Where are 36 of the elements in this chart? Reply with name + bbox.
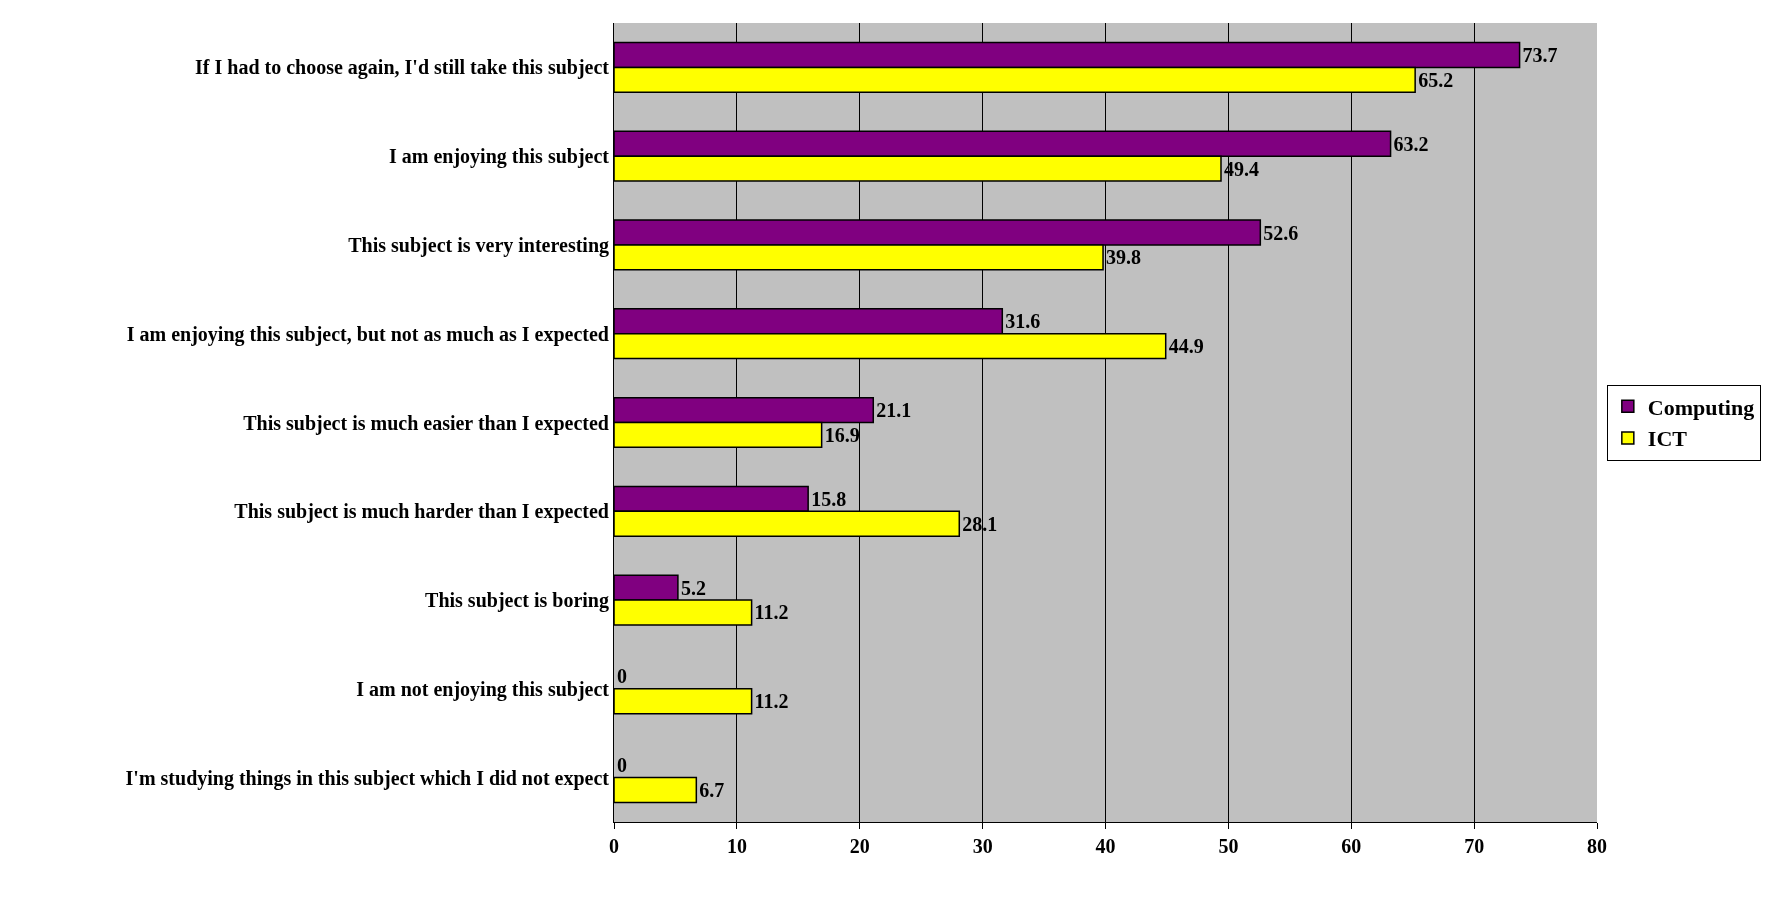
data-label: 65.2 xyxy=(1418,68,1454,91)
data-label: 5.2 xyxy=(680,576,706,599)
x-tick-label: 30 xyxy=(972,835,993,857)
data-label: 11.2 xyxy=(754,690,789,713)
x-tick-label: 50 xyxy=(1218,835,1239,857)
y-tick-label: I am enjoying this subject, but not as much as I expected xyxy=(126,322,609,346)
data-label: 21.1 xyxy=(876,399,912,422)
data-label: 73.7 xyxy=(1522,43,1558,66)
data-label: 15.8 xyxy=(811,487,847,510)
y-tick-label: This subject is boring xyxy=(425,589,609,613)
y-tick-label: I am enjoying this subject xyxy=(388,145,610,169)
data-label: 52.6 xyxy=(1263,221,1299,244)
y-tick-label: This subject is much harder than I expected xyxy=(234,500,609,524)
x-tick-label: 60 xyxy=(1341,835,1362,857)
x-tick-label: 40 xyxy=(1095,835,1116,857)
data-label: 63.2 xyxy=(1393,132,1429,155)
x-tick-label: 0 xyxy=(609,835,619,857)
y-tick-label: I am not enjoying this subject xyxy=(356,677,610,701)
x-tick-label: 10 xyxy=(726,835,747,857)
legend-label: Computing xyxy=(1647,394,1755,420)
y-tick-label: I'm studying things in this subject which I did not expect xyxy=(125,766,610,790)
data-label: 39.8 xyxy=(1106,246,1142,269)
data-label: 11.2 xyxy=(754,601,789,624)
data-label: 0 xyxy=(617,665,627,688)
x-tick-label: 70 xyxy=(1464,835,1485,857)
data-label: 16.9 xyxy=(824,423,860,446)
x-tick-label: 80 xyxy=(1587,835,1607,857)
data-label: 44.9 xyxy=(1168,335,1204,358)
legend-label: ICT xyxy=(1647,426,1688,452)
x-tick-label: 20 xyxy=(849,835,870,857)
y-tick-label: This subject is very interesting xyxy=(348,233,609,257)
y-tick-label: If I had to choose again, I'd still take this subject xyxy=(195,56,610,80)
y-tick-label: This subject is much easier than I expected xyxy=(243,411,609,435)
data-label: 0 xyxy=(617,754,627,777)
data-label: 6.7 xyxy=(699,779,725,802)
data-label: 31.6 xyxy=(1005,310,1041,333)
